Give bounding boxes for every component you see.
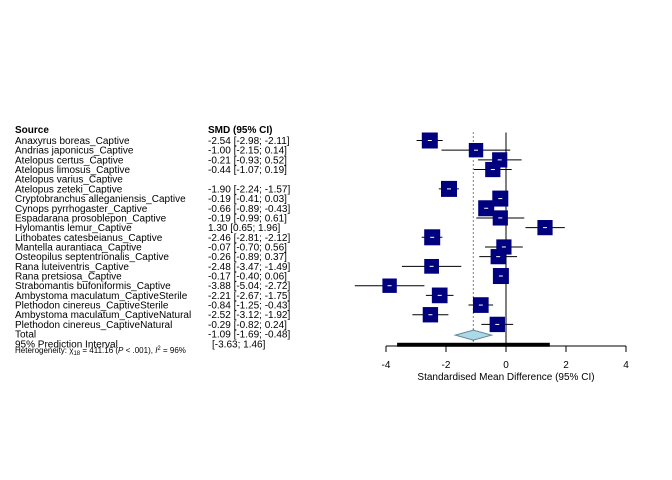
study-estimate: -0.19 [-0.41; 0.03] [208,194,287,205]
plot-area [354,132,565,348]
study-estimate: -0.29 [-0.82; 0.24] [208,320,287,331]
study-label: Rana pretsiosa_Captive [15,272,122,283]
heterogeneity-stat: = 411.16 ( [80,346,118,355]
total-label: Total [15,330,36,341]
smd-column-header: SMD (95% CI) [208,125,272,136]
plot-clipped [354,132,565,348]
study-estimate: -0.44 [-1.07; 0.19] [208,165,287,176]
study-estimate: -0.84 [-1.25; -0.43] [208,301,290,312]
heterogeneity-i-value: = 96% [161,346,186,355]
study-label: Cynops pyrrhogaster_Captive [15,204,148,215]
study-estimate: -2.52 [-3.12; -1.92] [208,310,290,321]
heterogeneity-text: Heterogeneity: χ18 = 411.16 (P < .001), … [15,346,186,357]
study-estimate: -0.19 [-0.99; 0.61] [208,213,287,224]
study-label: Ambystoma maculatum_CaptiveNatural [15,310,191,321]
study-label: Plethodon cinereus_CaptiveSterile [15,301,169,312]
x-tick-label: -2 [442,360,451,371]
study-estimate: -1.00 [-2.15; 0.14] [208,146,287,157]
heterogeneity-i-sup: 2 [157,346,161,352]
study-estimate: -1.90 [-2.24; -1.57] [208,184,290,195]
study-label: Atelopus varius_Captive [15,175,123,186]
study-estimate: -2.54 [-2.98; -2.11] [208,136,290,147]
study-label: Anaxyrus boreas_Captive [15,136,130,147]
heterogeneity-p: P [118,346,124,355]
x-tick-label: 2 [563,360,569,371]
study-estimate: -3.88 [-5.04; -2.72] [208,281,290,292]
study-estimate: -2.48 [-3.47; -1.49] [208,262,290,273]
study-label: Hylomantis lemur_Captive [15,223,132,234]
study-estimate: -0.17 [-0.40; 0.06] [208,272,287,283]
study-estimate: -2.46 [-2.81; -2.12] [208,233,290,244]
heterogeneity-i: I [155,346,158,355]
study-label: Atelopus certus_Captive [15,155,124,166]
total-diamond [453,329,494,341]
prediction-label: 95% Prediction Interval [15,339,118,350]
study-label: Atelopus limosus_Captive [15,165,130,176]
study-label: Atelopus zeteki_Captive [15,184,123,195]
prediction-bar [397,342,550,347]
study-estimate: -0.66 [-0.89; -0.43] [208,204,290,215]
x-axis-label: Standardised Mean Difference (95% CI) [417,372,594,383]
study-estimates: -2.54 [-2.98; -2.11]-1.00 [-2.15; 0.14]-… [208,136,290,350]
study-estimate: -0.26 [-0.89; 0.37] [208,252,287,263]
study-label: Espadarana prosoblepon_Captive [15,213,167,224]
x-tick-label: 0 [503,360,509,371]
study-label: Ambystoma maculatum_CaptiveSterile [15,291,188,302]
prediction-estimate: [-3.63; 1.46] [212,339,266,350]
x-axis: -4 -2 0 2 4 [382,345,629,371]
study-label: Andrias japonicus_Captive [15,146,134,157]
study-estimate: -2.21 [-2.67; -1.75] [208,291,290,302]
x-tick-label: 4 [623,360,629,371]
x-tick-label: -4 [382,360,391,371]
heterogeneity-df: 18 [73,351,80,357]
study-estimate: -0.07 [-0.70; 0.56] [208,242,287,253]
study-label: Plethodon cinereus_CaptiveNatural [15,320,172,331]
study-label: Lithobates catesbeianus_Captive [15,233,163,244]
study-estimate: 1.30 [0.65; 1.96] [208,223,281,234]
study-label: Mantella aurantiaca_Captive [15,242,142,253]
source-column-header: Source [15,125,49,136]
heterogeneity-chi: χ [69,346,74,355]
study-label: Cryptobranchus alleganiensis_Captive [15,194,186,205]
study-label: Rana luteiventris_Captive [15,262,129,273]
heterogeneity-prefix: Heterogeneity: [15,346,69,355]
total-estimate: -1.09 [-1.69; -0.48] [208,330,290,341]
heterogeneity-p-value: < .001), [123,346,155,355]
study-estimate: -0.21 [-0.93; 0.52] [208,155,287,166]
study-label: Osteopilus septentrionalis_Captive [15,252,169,263]
study-label: Strabomantis bufoniformis_Captive [15,281,171,292]
